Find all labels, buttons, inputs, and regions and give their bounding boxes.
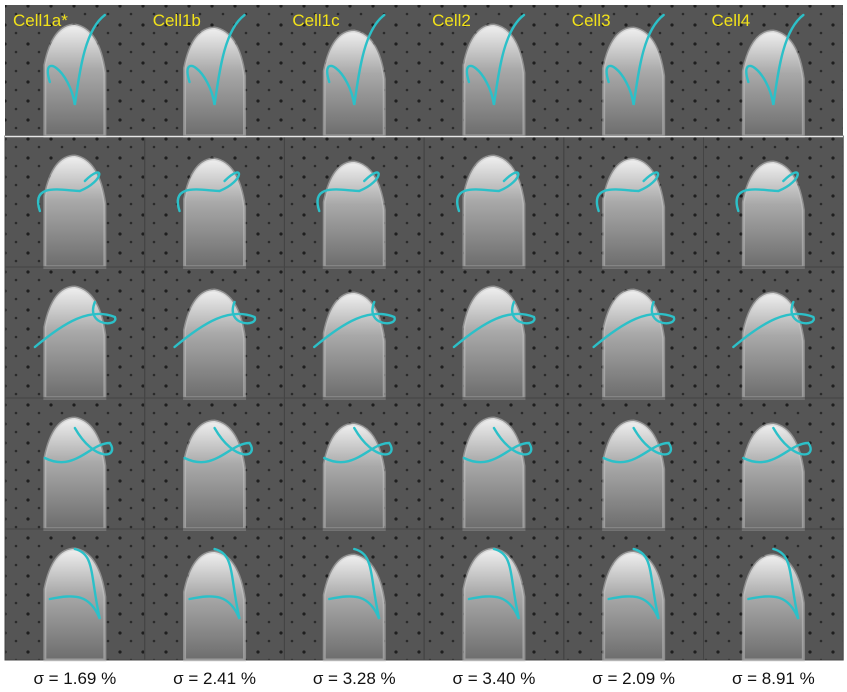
sigma-value: σ = 2.41 % <box>173 669 256 688</box>
cell-body <box>604 28 664 136</box>
cell-body <box>604 290 664 398</box>
cell-body <box>464 287 524 398</box>
sigma-value: σ = 1.69 % <box>33 669 116 688</box>
cell-body <box>324 555 384 660</box>
cell-body <box>324 162 384 267</box>
cell-body <box>185 28 245 136</box>
cell-body <box>604 421 664 529</box>
cell-body <box>45 418 105 529</box>
figure: Cell1a* σ = 1.69 % Cell1b σ = 2.41 % Cell1c σ… <box>0 0 847 692</box>
column-label: Cell4 <box>712 11 751 30</box>
sigma-value: σ = 3.40 % <box>453 669 536 688</box>
cell-body <box>324 424 384 529</box>
cell-body <box>604 159 664 267</box>
cell-body <box>185 552 245 660</box>
cell-body <box>743 424 803 529</box>
cell-body <box>185 290 245 398</box>
column-label: Cell1a* <box>13 11 68 30</box>
sigma-value: σ = 8.91 % <box>732 669 815 688</box>
column-label: Cell1c <box>292 11 340 30</box>
column-label: Cell3 <box>572 11 611 30</box>
cell-body <box>324 293 384 398</box>
cell-body <box>743 162 803 267</box>
cell-body <box>324 31 384 136</box>
cell-body <box>464 25 524 136</box>
cell-body <box>604 552 664 660</box>
cell-body <box>185 159 245 267</box>
cell-body <box>464 418 524 529</box>
column-label: Cell1b <box>153 11 201 30</box>
cell-body <box>743 555 803 660</box>
cell-body <box>45 287 105 398</box>
sigma-value: σ = 3.28 % <box>313 669 396 688</box>
cell-body <box>743 293 803 398</box>
column-label: Cell2 <box>432 11 471 30</box>
sigma-value: σ = 2.09 % <box>592 669 675 688</box>
cell-body <box>185 421 245 529</box>
cell-body <box>45 25 105 136</box>
cell-body <box>743 31 803 136</box>
